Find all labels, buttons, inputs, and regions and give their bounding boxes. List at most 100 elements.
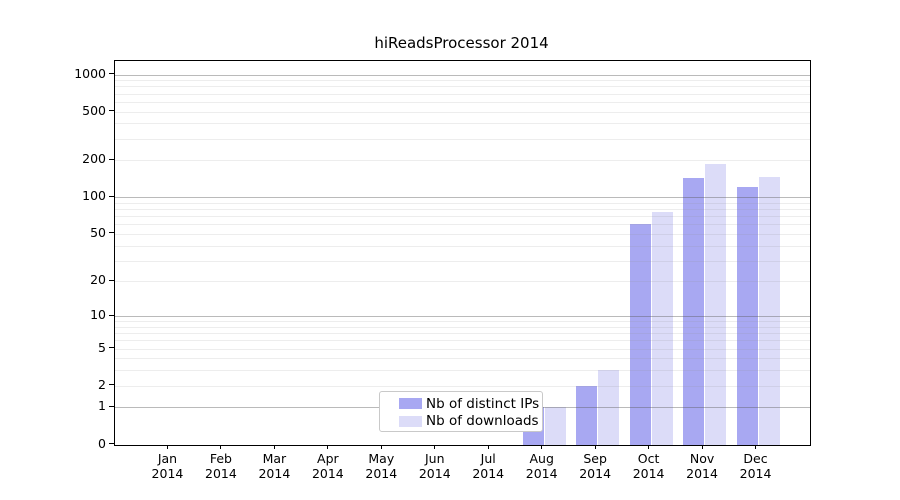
gridline-minor-600 — [115, 101, 810, 103]
x-tick-label-nov: Nov 2014 — [673, 451, 731, 481]
bar-distinct-ips-sep — [576, 385, 598, 445]
gridline-major-1000 — [115, 74, 810, 76]
bar-distinct-ips-oct — [629, 224, 651, 445]
x-label-year-jun: 2014 — [418, 465, 451, 481]
x-label-year-mar: 2014 — [258, 465, 291, 481]
gridline-minor-70 — [115, 216, 810, 218]
legend-swatch-downloads — [399, 415, 422, 427]
x-label-year-feb: 2014 — [205, 465, 237, 481]
x-tick-nov — [701, 444, 703, 449]
x-label-year-aug: 2014 — [525, 465, 558, 481]
x-tick-label-jun: Jun 2014 — [406, 451, 464, 481]
gridline-minor-9 — [115, 321, 810, 323]
x-label-month-mar: Mar — [262, 450, 287, 466]
y-tick-200 — [109, 158, 114, 160]
y-tick-0 — [109, 443, 114, 444]
y-tick-label-5: 5 — [98, 339, 106, 355]
legend-swatch-ips — [399, 398, 422, 410]
x-label-month-jan: Jan — [157, 450, 178, 466]
chart-title: hiReadsProcessor 2014 — [374, 34, 549, 52]
bar-downloads-aug — [544, 407, 566, 445]
bar-downloads-oct — [651, 211, 673, 445]
bar-downloads-nov — [705, 164, 727, 445]
x-label-month-jul: Jul — [480, 450, 496, 466]
y-tick-label-500: 500 — [82, 102, 106, 118]
gridline-major-100 — [115, 197, 810, 199]
x-label-year-sep: 2014 — [579, 465, 612, 481]
y-tick-label-0: 0 — [98, 435, 106, 451]
legend-label-ips: Nb of distinct IPs — [426, 395, 540, 412]
legend-item-downloads: Nb of downloads — [380, 413, 542, 431]
x-tick-jul — [487, 444, 489, 449]
y-tick-label-2: 2 — [98, 376, 106, 392]
x-label-year-nov: 2014 — [686, 465, 718, 481]
gridline-minor-500 — [115, 111, 810, 113]
x-label-year-dec: 2014 — [739, 465, 772, 481]
y-tick-1 — [109, 405, 114, 407]
plot-area — [114, 60, 811, 446]
x-tick-oct — [648, 444, 650, 449]
x-tick-jan — [166, 444, 168, 449]
x-label-year-may: 2014 — [365, 465, 398, 481]
y-tick-label-1: 1 — [98, 398, 106, 414]
gridline-minor-300 — [115, 138, 810, 140]
gridline-minor-4 — [115, 358, 810, 360]
bar-downloads-sep — [598, 370, 620, 445]
x-tick-label-mar: Mar 2014 — [245, 451, 303, 481]
x-label-month-sep: Sep — [583, 450, 607, 466]
y-tick-1000 — [109, 73, 114, 74]
gridline-minor-2 — [115, 385, 810, 387]
x-label-year-apr: 2014 — [311, 465, 344, 481]
x-tick-label-feb: Feb 2014 — [192, 451, 250, 481]
legend: Nb of distinct IPs Nb of downloads — [379, 390, 543, 432]
gridline-minor-90 — [115, 202, 810, 204]
gridline-minor-400 — [115, 123, 810, 125]
y-tick-5 — [109, 347, 114, 349]
gridline-minor-60 — [115, 224, 810, 226]
gridline-minor-20 — [115, 281, 810, 283]
y-tick-2 — [109, 384, 114, 386]
gridline-minor-50 — [115, 233, 810, 235]
x-tick-label-jan: Jan 2014 — [138, 451, 196, 481]
x-label-month-feb: Feb — [209, 450, 232, 466]
x-tick-label-sep: Sep 2014 — [566, 451, 624, 481]
x-tick-label-may: May 2014 — [352, 451, 410, 481]
x-tick-label-oct: Oct 2014 — [620, 451, 678, 481]
bar-distinct-ips-dec — [736, 186, 758, 445]
y-tick-10 — [109, 314, 114, 316]
x-label-month-aug: Aug — [529, 450, 554, 466]
gridline-minor-800 — [115, 86, 810, 88]
x-label-year-jul: 2014 — [472, 465, 505, 481]
x-tick-jun — [434, 444, 436, 449]
bar-downloads-dec — [758, 177, 780, 445]
gridline-major-10 — [115, 316, 810, 318]
x-tick-label-aug: Aug 2014 — [513, 451, 571, 481]
x-label-month-dec: Dec — [743, 450, 768, 466]
gridline-minor-5 — [115, 348, 810, 350]
y-tick-100 — [109, 195, 114, 197]
x-label-month-nov: Nov — [689, 450, 715, 466]
gridline-minor-8 — [115, 326, 810, 328]
x-tick-sep — [594, 444, 596, 449]
y-tick-label-20: 20 — [90, 272, 106, 288]
gridline-minor-30 — [115, 260, 810, 262]
legend-label-downloads: Nb of downloads — [426, 413, 539, 430]
x-tick-may — [380, 444, 382, 449]
y-tick-label-100: 100 — [82, 188, 106, 204]
x-label-month-oct: Oct — [637, 450, 660, 466]
gridline-minor-6 — [115, 340, 810, 342]
gridline-minor-700 — [115, 93, 810, 95]
legend-item-distinct-ips: Nb of distinct IPs — [380, 395, 542, 413]
y-tick-label-50: 50 — [90, 224, 106, 240]
x-tick-aug — [541, 444, 543, 449]
bar-distinct-ips-nov — [683, 178, 705, 445]
x-label-year-jan: 2014 — [151, 465, 184, 481]
gridline-minor-3 — [115, 370, 810, 372]
gridline-minor-40 — [115, 245, 810, 247]
gridline-minor-900 — [115, 80, 810, 82]
x-tick-label-apr: Apr 2014 — [299, 451, 357, 481]
x-label-month-jun: Jun — [425, 450, 445, 466]
x-label-month-apr: Apr — [317, 450, 339, 466]
gridline-minor-200 — [115, 160, 810, 162]
